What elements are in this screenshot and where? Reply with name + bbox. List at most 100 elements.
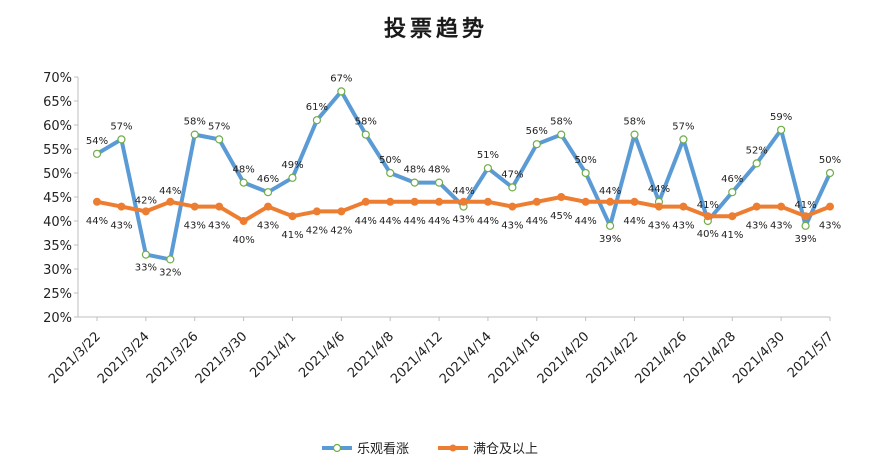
data-label: 47% — [501, 169, 523, 180]
data-label: 46% — [721, 174, 743, 185]
series-2-point — [239, 217, 248, 225]
x-tick-label: 2021/4/12 — [388, 329, 446, 387]
data-label: 57% — [110, 121, 132, 132]
series-2-point — [215, 202, 224, 211]
data-label: 44% — [355, 216, 377, 227]
series-1-point — [679, 135, 688, 144]
series-2-point — [312, 207, 321, 216]
data-label: 40% — [232, 235, 254, 246]
series-1-point — [117, 135, 126, 144]
data-label: 50% — [819, 155, 841, 166]
x-tick-label: 2021/5/7 — [785, 329, 837, 381]
data-label: 43% — [184, 221, 206, 232]
x-tick-label: 2021/4/8 — [345, 329, 397, 381]
data-label: 44% — [159, 186, 181, 197]
y-tick-label: 50% — [43, 167, 72, 182]
data-label: 46% — [257, 174, 279, 185]
legend-label-1: 乐观看涨 — [357, 441, 409, 457]
data-label: 43% — [672, 221, 694, 232]
series-2-point — [166, 197, 175, 206]
data-label: 41% — [794, 200, 816, 211]
data-label: 43% — [648, 221, 670, 232]
x-tick-label: 2021/4/22 — [584, 329, 642, 387]
series-line-1 — [95, 89, 832, 262]
data-label: 43% — [257, 221, 279, 232]
series-1-point — [312, 116, 321, 125]
data-label: 59% — [770, 112, 792, 123]
y-tick-label: 40% — [43, 215, 72, 230]
series-2-point — [483, 197, 492, 206]
data-label: 44% — [404, 216, 426, 227]
series-2-point — [826, 202, 834, 211]
series-1-point — [630, 130, 639, 139]
series-1-point — [410, 178, 419, 187]
data-label: 44% — [623, 216, 645, 227]
series-2-point — [606, 197, 615, 206]
series-1-point — [263, 188, 273, 197]
series-1-point — [777, 125, 786, 134]
series-2-point — [435, 197, 444, 206]
data-label: 42% — [330, 225, 352, 236]
legend-marker-2 — [449, 444, 457, 452]
series-1-point — [239, 178, 248, 187]
y-tick-label: 25% — [43, 287, 72, 302]
legend-label-2: 满仓及以上 — [473, 442, 538, 457]
data-label: 39% — [599, 234, 621, 245]
y-axis: 20% 25% 30% 35% 40% 45% 50% 55% 60% 65% 70% — [43, 71, 79, 326]
y-tick-label: 65% — [43, 95, 72, 110]
data-label: 43% — [452, 215, 474, 226]
series-1-point — [532, 140, 541, 149]
series-2-point — [141, 207, 150, 216]
data-label: 44% — [86, 216, 108, 227]
x-tick-label: 2021/4/14 — [437, 329, 495, 387]
x-tick-label: 2021/4/30 — [730, 329, 788, 387]
series-2-point — [752, 202, 761, 211]
data-label: 58% — [550, 117, 572, 128]
data-label: 57% — [208, 121, 230, 132]
series-2-point — [728, 212, 737, 221]
series-1-point — [752, 159, 761, 168]
data-label: 43% — [746, 221, 768, 232]
x-tick-label: 2021/3/26 — [144, 329, 202, 387]
data-label: 51% — [477, 150, 499, 161]
data-label: 41% — [697, 200, 719, 211]
series-2-point — [459, 197, 468, 206]
x-tick-label: 2021/4/1 — [247, 329, 299, 381]
series-1-point — [581, 168, 590, 178]
data-label: 44% — [428, 216, 450, 227]
data-label: 56% — [526, 126, 548, 137]
data-label: 41% — [281, 230, 303, 241]
series-1-point — [92, 149, 102, 158]
series-2-point — [581, 197, 590, 206]
data-label: 54% — [86, 136, 108, 147]
y-tick-label: 45% — [43, 191, 72, 206]
x-tick-label: 2021/3/24 — [95, 329, 153, 387]
data-label: 40% — [697, 229, 719, 240]
series-2-point — [654, 202, 663, 211]
series-2-point — [288, 212, 297, 221]
series-1-point — [801, 221, 810, 230]
series-1-point — [508, 183, 517, 192]
data-label: 58% — [623, 117, 645, 128]
series-2-point — [337, 207, 346, 216]
y-tick-label: 30% — [43, 263, 72, 278]
data-label: 48% — [428, 165, 450, 176]
series-1-point — [728, 188, 737, 197]
y-tick-label: 20% — [43, 311, 72, 326]
series-layer — [92, 87, 835, 264]
data-label: 52% — [746, 145, 768, 156]
data-label: 33% — [135, 263, 157, 274]
data-label: 44% — [379, 216, 401, 227]
series-2-point — [801, 212, 810, 221]
series-2-point — [630, 197, 639, 206]
x-axis: 2021/3/222021/3/242021/3/262021/3/302021… — [46, 316, 837, 387]
data-label: 43% — [501, 221, 523, 232]
data-label: 44% — [599, 186, 621, 197]
x-tick-label: 2021/3/22 — [46, 329, 104, 387]
series-1-point — [361, 130, 370, 139]
x-tick-label: 2021/4/16 — [486, 329, 544, 387]
data-label: 41% — [721, 230, 743, 241]
series-2-point — [557, 193, 566, 201]
data-label: 58% — [184, 117, 206, 128]
